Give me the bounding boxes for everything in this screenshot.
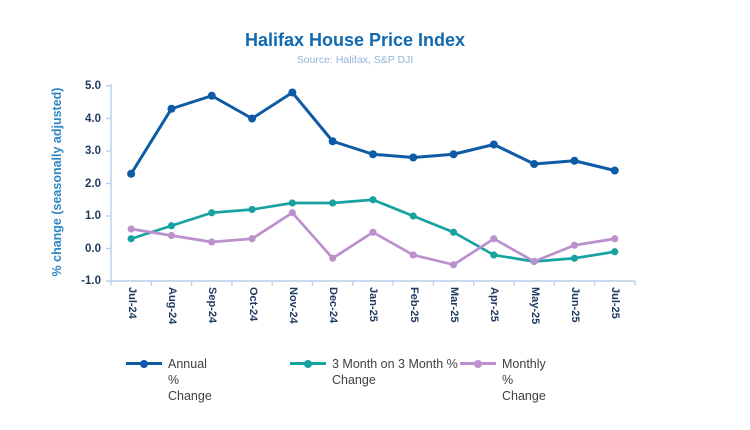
data-point (368, 150, 377, 159)
data-point (611, 248, 619, 256)
data-point (248, 205, 256, 214)
data-point (409, 212, 417, 220)
data-point (208, 209, 216, 217)
legend-label-annual: Annual % Change (168, 357, 212, 403)
data-point (288, 199, 296, 207)
legend-line-monthly-icon (460, 359, 496, 368)
data-point (490, 251, 498, 259)
x-tick-label: Sep-24 (206, 287, 219, 324)
data-point (127, 225, 135, 233)
series-line-2 (129, 211, 617, 267)
legend-line-3m3m-icon (290, 359, 326, 368)
data-point (167, 231, 176, 240)
y-tick-label: 1.0 (85, 210, 101, 222)
data-point (409, 153, 418, 162)
y-tick-label: 5.0 (85, 80, 101, 92)
x-tick-label: Nov-24 (286, 287, 299, 324)
y-tick-label: 2.0 (85, 177, 101, 190)
data-point (248, 235, 256, 243)
x-tick-label: Jul-24 (125, 287, 138, 319)
data-point (288, 88, 297, 97)
data-point (127, 169, 136, 178)
data-point (167, 104, 176, 113)
series-line-0 (129, 91, 617, 176)
legend-line-annual-icon (126, 359, 162, 368)
x-tick-label: Oct-24 (246, 287, 259, 322)
legend-label-monthly: Monthly % Change (502, 357, 546, 403)
x-tick-label: Aug-24 (165, 287, 178, 325)
data-point (207, 91, 216, 100)
data-point (369, 196, 377, 204)
x-tick-label: May-25 (528, 287, 541, 325)
legend-dot-monthly-icon (474, 359, 482, 368)
y-tick-label: 4.0 (85, 112, 101, 125)
legend-dot-3m3m-icon (304, 359, 312, 368)
data-point (329, 254, 337, 262)
x-tick-label: Jun-25 (568, 287, 581, 323)
data-point (449, 261, 458, 269)
data-point (369, 228, 377, 236)
data-point (570, 156, 579, 165)
y-tick-label: 0.0 (85, 242, 101, 255)
x-tick-label: Feb-25 (407, 287, 420, 323)
y-tick-label: 3.0 (85, 145, 101, 157)
legend-dot-annual-icon (140, 359, 148, 368)
x-tick-label: Mar-25 (448, 287, 461, 323)
legend-label-3m3m: 3 Month on 3 Month % Change (332, 357, 458, 387)
x-tick-label: Jul-25 (609, 287, 622, 319)
x-tick-label: Jan-25 (367, 287, 380, 322)
data-point (167, 222, 176, 230)
data-point (449, 150, 458, 159)
data-point (208, 238, 216, 246)
data-point (490, 235, 498, 243)
x-tick-label: Dec-24 (327, 287, 340, 324)
data-point (127, 235, 135, 243)
data-point (610, 166, 619, 175)
data-point (409, 251, 417, 259)
data-point (530, 160, 539, 168)
chart-title: Halifax House Price Index (244, 30, 466, 50)
data-point (570, 254, 579, 262)
data-point (530, 257, 538, 266)
data-point (288, 209, 296, 217)
chart-subtitle: Source: Halifax, S&P DJI (296, 54, 414, 66)
x-tick-label: Apr-25 (488, 287, 501, 322)
y-tick-label: -1.0 (81, 275, 101, 287)
data-point (611, 235, 619, 243)
data-point (329, 199, 337, 207)
data-point (248, 114, 257, 123)
data-point (570, 241, 579, 249)
data-point (328, 137, 337, 146)
data-point (449, 228, 458, 236)
data-point (489, 140, 498, 149)
